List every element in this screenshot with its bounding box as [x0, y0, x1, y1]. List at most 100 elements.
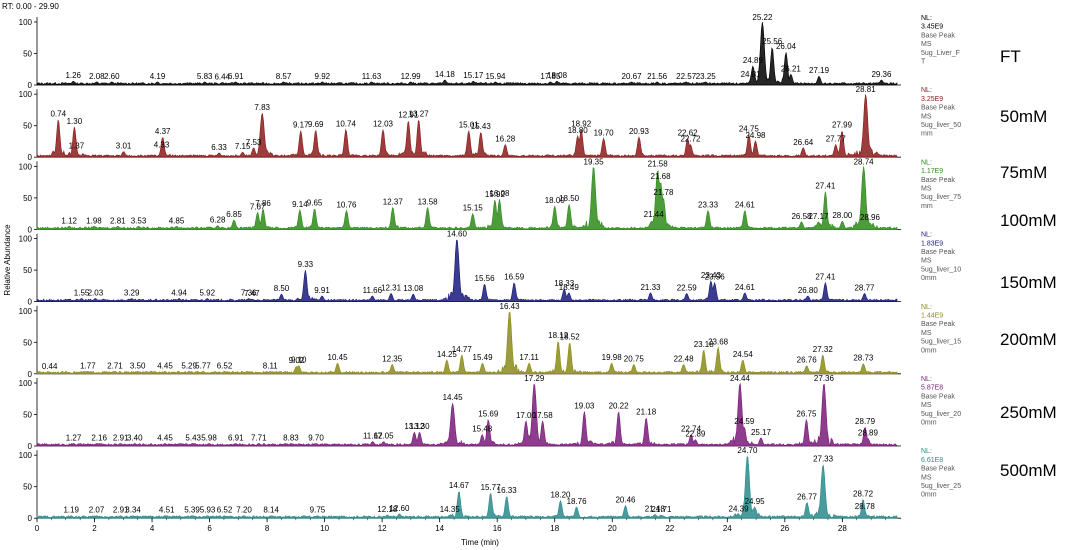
peak-label: 24.61 — [735, 201, 756, 210]
peak-label: 4.45 — [157, 361, 173, 370]
peak-label: 14.35 — [440, 505, 461, 514]
peak-label: 26.21 — [781, 64, 802, 73]
panel-info-line: 0mm — [921, 492, 937, 499]
peak-label: 18.00 — [545, 196, 566, 205]
panel-0: 0 50 100 1.26 2.08 2.60 4.19 5.83 6.446.91 8.57 9.… — [19, 13, 960, 90]
peak-label: 1.26 — [65, 71, 81, 80]
peak-label: 15.48 — [472, 425, 493, 434]
peak-label: 21.48 — [645, 504, 666, 513]
peak-label: 13.08 — [403, 284, 424, 293]
peak-label: 27.17 — [808, 212, 829, 221]
peak-label: 20.93 — [629, 127, 650, 136]
peak-label: 2.08 — [89, 72, 105, 81]
peak-label: 15.17 — [463, 71, 484, 80]
peak-label: 18.92 — [571, 119, 592, 128]
peak-label: 27.41 — [815, 273, 836, 282]
panel-info-line: MS — [921, 474, 932, 481]
peak-label: 9.75 — [310, 506, 326, 515]
peak-label: 25.56 — [762, 37, 783, 46]
peak-label: 17.85 — [540, 72, 561, 81]
x-tick-label: 12 — [378, 524, 387, 533]
panel-info-line: 1.83E9 — [921, 240, 943, 247]
peak-label: 18.80 — [568, 126, 589, 135]
panel-info-line: 6.61E8 — [921, 457, 943, 464]
trace-fill — [36, 382, 898, 447]
peak-label: 23.68 — [708, 337, 729, 346]
peak-label: 22.74 — [681, 425, 702, 434]
peak-label: 24.98 — [745, 131, 766, 140]
panel-info-line: 5ug_liver_25 — [921, 483, 961, 490]
peak-label: 17.00 — [516, 411, 537, 420]
x-tick-label: 16 — [493, 524, 502, 533]
peak-label: 12.05 — [374, 432, 395, 441]
peak-label: 21.56 — [647, 72, 668, 81]
y-tick-label: 0 — [28, 514, 33, 523]
peak-label: 15.56 — [475, 274, 496, 283]
panel-3: 0 50 100 1.552.03 3.29 4.94 5.92 7.367.47 8.50 9.… — [19, 230, 962, 307]
peak-label: 20.22 — [609, 401, 630, 410]
peak-label: 3.34 — [125, 506, 141, 515]
peak-label: 27.19 — [809, 66, 830, 75]
x-tick-label: 24 — [723, 524, 732, 533]
peak-label: 29.36 — [871, 70, 892, 79]
peak-label: 24.70 — [737, 446, 758, 455]
peak-label: 9.91 — [314, 286, 330, 295]
peak-label: 11.66 — [363, 286, 383, 295]
peak-label: 7.53 — [246, 138, 262, 147]
peak-label: 10.76 — [336, 201, 357, 210]
peak-label: 19.70 — [594, 128, 615, 137]
peak-label: 8.50 — [274, 284, 290, 293]
y-tick-label: 100 — [19, 90, 33, 99]
peak-label: 12.31 — [381, 283, 402, 292]
panel-info-line: NL: — [921, 304, 932, 311]
condition-label: 150mM — [1000, 273, 1057, 292]
peak-label: 16.59 — [504, 273, 525, 282]
trace-fill — [36, 311, 898, 375]
peak-label: 4.33 — [154, 140, 170, 149]
peak-label: 5.83 — [197, 72, 213, 81]
y-tick-label: 50 — [23, 483, 32, 492]
peak-label: 13.58 — [418, 197, 439, 206]
panel-info-line: 0mm — [921, 347, 937, 354]
peak-label: 24.61 — [735, 283, 756, 292]
peak-label: 27.32 — [813, 345, 834, 354]
peak-label: 27.77 — [826, 135, 847, 144]
peak-label: 14.45 — [443, 393, 464, 402]
peak-label: 15.01 — [459, 121, 480, 130]
y-tick-label: 0 — [28, 298, 33, 307]
peak-label: 18.12 — [548, 331, 569, 340]
y-tick-label: 0 — [28, 225, 33, 234]
panel-info-line: NL: — [921, 15, 932, 22]
panel-info-line: Base Peak — [921, 105, 955, 112]
y-tick-label: 0 — [28, 153, 33, 162]
peak-label: 25.17 — [751, 428, 772, 437]
peak-label: 21.44 — [644, 210, 665, 219]
panel-info-line: 5ug_liver_75 — [921, 194, 961, 201]
peak-label: 23.33 — [698, 201, 719, 210]
peak-label: 11.63 — [362, 72, 382, 81]
peak-label: 8.11 — [263, 361, 279, 370]
peak-label: 1.27 — [66, 433, 82, 442]
peak-label: 9.65 — [307, 199, 323, 208]
panel-info-line: 1.44E9 — [921, 313, 943, 320]
peak-label: 4.85 — [169, 216, 185, 225]
peak-label: 4.51 — [159, 506, 175, 515]
x-tick-label: 18 — [550, 524, 559, 533]
x-tick-label: 20 — [608, 524, 617, 533]
peak-label: 16.08 — [489, 189, 510, 198]
peak-label: 13.30 — [410, 422, 431, 431]
panel-info-line: NL: — [921, 87, 932, 94]
panel-info-line: Base Peak — [921, 32, 955, 39]
peak-label: 24.44 — [730, 374, 751, 383]
panel-2: 0 50 100 1.12 1.98 2.81 3.53 4.85 6.286.85 7.677.… — [19, 157, 962, 234]
peak-label: 6.33 — [211, 143, 227, 152]
peak-label: 8.83 — [283, 433, 299, 442]
panel-info-line: Base Peak — [921, 321, 955, 328]
y-tick-label: 0 — [28, 442, 33, 451]
peak-label: 7.47 — [244, 289, 260, 298]
peak-label: 6.52 — [217, 361, 233, 370]
peak-label: 2.81 — [110, 216, 126, 225]
peak-label: 10.45 — [328, 353, 349, 362]
x-tick-label: 22 — [665, 524, 674, 533]
